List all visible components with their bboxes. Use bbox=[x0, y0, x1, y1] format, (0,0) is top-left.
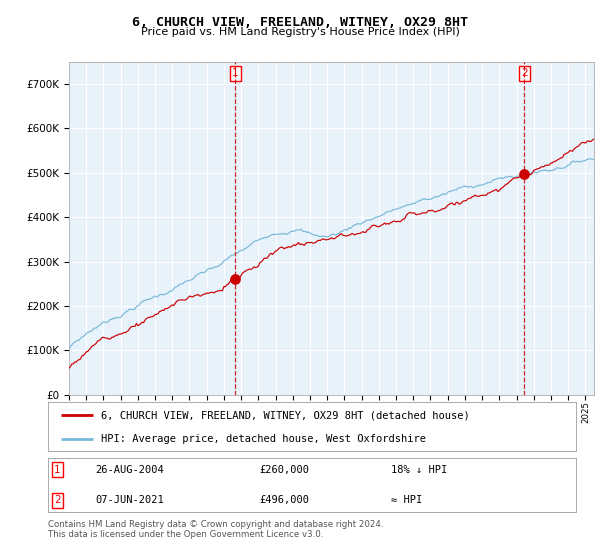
Text: £496,000: £496,000 bbox=[259, 496, 309, 505]
Point bbox=[230, 275, 240, 284]
Text: 07-JUN-2021: 07-JUN-2021 bbox=[95, 496, 164, 505]
Text: Contains HM Land Registry data © Crown copyright and database right 2024.
This d: Contains HM Land Registry data © Crown c… bbox=[48, 520, 383, 539]
Text: 2: 2 bbox=[521, 68, 527, 78]
Point bbox=[520, 170, 529, 179]
Text: ≈ HPI: ≈ HPI bbox=[391, 496, 422, 505]
Text: HPI: Average price, detached house, West Oxfordshire: HPI: Average price, detached house, West… bbox=[101, 433, 426, 444]
Text: 1: 1 bbox=[232, 68, 238, 78]
Text: 1: 1 bbox=[54, 465, 61, 474]
Text: 2: 2 bbox=[54, 496, 61, 505]
Text: 6, CHURCH VIEW, FREELAND, WITNEY, OX29 8HT: 6, CHURCH VIEW, FREELAND, WITNEY, OX29 8… bbox=[132, 16, 468, 29]
Text: 26-AUG-2004: 26-AUG-2004 bbox=[95, 465, 164, 474]
Text: Price paid vs. HM Land Registry's House Price Index (HPI): Price paid vs. HM Land Registry's House … bbox=[140, 27, 460, 37]
Text: £260,000: £260,000 bbox=[259, 465, 309, 474]
Text: 6, CHURCH VIEW, FREELAND, WITNEY, OX29 8HT (detached house): 6, CHURCH VIEW, FREELAND, WITNEY, OX29 8… bbox=[101, 410, 470, 420]
Text: 18% ↓ HPI: 18% ↓ HPI bbox=[391, 465, 448, 474]
